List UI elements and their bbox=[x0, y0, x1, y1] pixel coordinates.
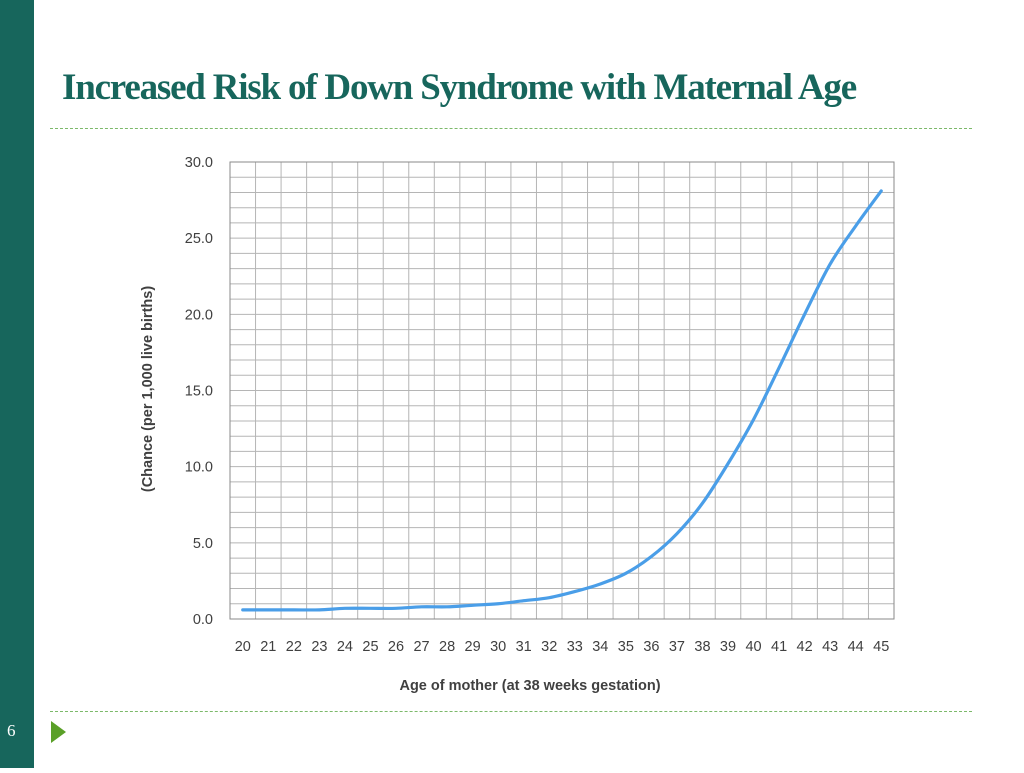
plot-frame bbox=[229, 161, 895, 620]
bottom-divider bbox=[50, 711, 972, 712]
top-divider bbox=[50, 128, 972, 129]
x-tick-label: 31 bbox=[516, 639, 532, 655]
x-tick-label: 20 bbox=[235, 639, 251, 655]
x-axis-label: Age of mother (at 38 weeks gestation) bbox=[399, 678, 660, 694]
x-tick-label: 37 bbox=[669, 639, 685, 655]
series-line bbox=[241, 189, 883, 612]
x-tick-label: 21 bbox=[260, 639, 276, 655]
x-tick-label: 28 bbox=[439, 639, 455, 655]
x-tick-label: 25 bbox=[362, 639, 378, 655]
x-tick-label: 40 bbox=[745, 639, 761, 655]
x-tick-label: 29 bbox=[465, 639, 481, 655]
x-tick-label: 35 bbox=[618, 639, 634, 655]
tick-labels: 0.0 5.0 10.0 15.0 20.0 25.0 30.0 20 21 22 23 24 25 26… bbox=[185, 155, 890, 655]
x-tick-label: 41 bbox=[771, 639, 787, 655]
x-tick-label: 27 bbox=[413, 639, 429, 655]
slide-title: Increased Risk of Down Syndrome with Mat… bbox=[62, 67, 857, 108]
y-tick-label: 0.0 bbox=[193, 612, 213, 628]
y-tick-label: 5.0 bbox=[193, 536, 213, 552]
x-tick-label: 26 bbox=[388, 639, 404, 655]
x-tick-label: 38 bbox=[694, 639, 710, 655]
x-tick-label: 23 bbox=[311, 639, 327, 655]
x-tick-label: 44 bbox=[848, 639, 864, 655]
play-triangle-icon[interactable] bbox=[51, 721, 66, 743]
y-tick-label: 20.0 bbox=[185, 307, 213, 323]
axes bbox=[229, 161, 895, 620]
x-tick-label: 39 bbox=[720, 639, 736, 655]
x-tick-label: 30 bbox=[490, 639, 506, 655]
y-axis-label: (Chance (per 1,000 live births) bbox=[140, 286, 156, 492]
x-tick-label: 42 bbox=[797, 639, 813, 655]
x-tick-label: 22 bbox=[286, 639, 302, 655]
x-tick-label: 34 bbox=[592, 639, 608, 655]
y-tick-label: 30.0 bbox=[185, 155, 213, 171]
x-tick-label: 36 bbox=[643, 639, 659, 655]
y-tick-label: 10.0 bbox=[185, 460, 213, 476]
x-tick-label: 45 bbox=[873, 639, 889, 655]
grid bbox=[229, 161, 895, 620]
x-tick-label: 43 bbox=[822, 639, 838, 655]
slide-number: 6 bbox=[7, 721, 16, 740]
x-tick-label: 32 bbox=[541, 639, 557, 655]
left-accent-bar bbox=[0, 0, 34, 768]
y-tick-label: 15.0 bbox=[185, 384, 213, 400]
series-layer bbox=[241, 189, 883, 612]
x-tick-label: 24 bbox=[337, 639, 353, 655]
y-tick-label: 25.0 bbox=[185, 231, 213, 247]
x-tick-label: 33 bbox=[567, 639, 583, 655]
